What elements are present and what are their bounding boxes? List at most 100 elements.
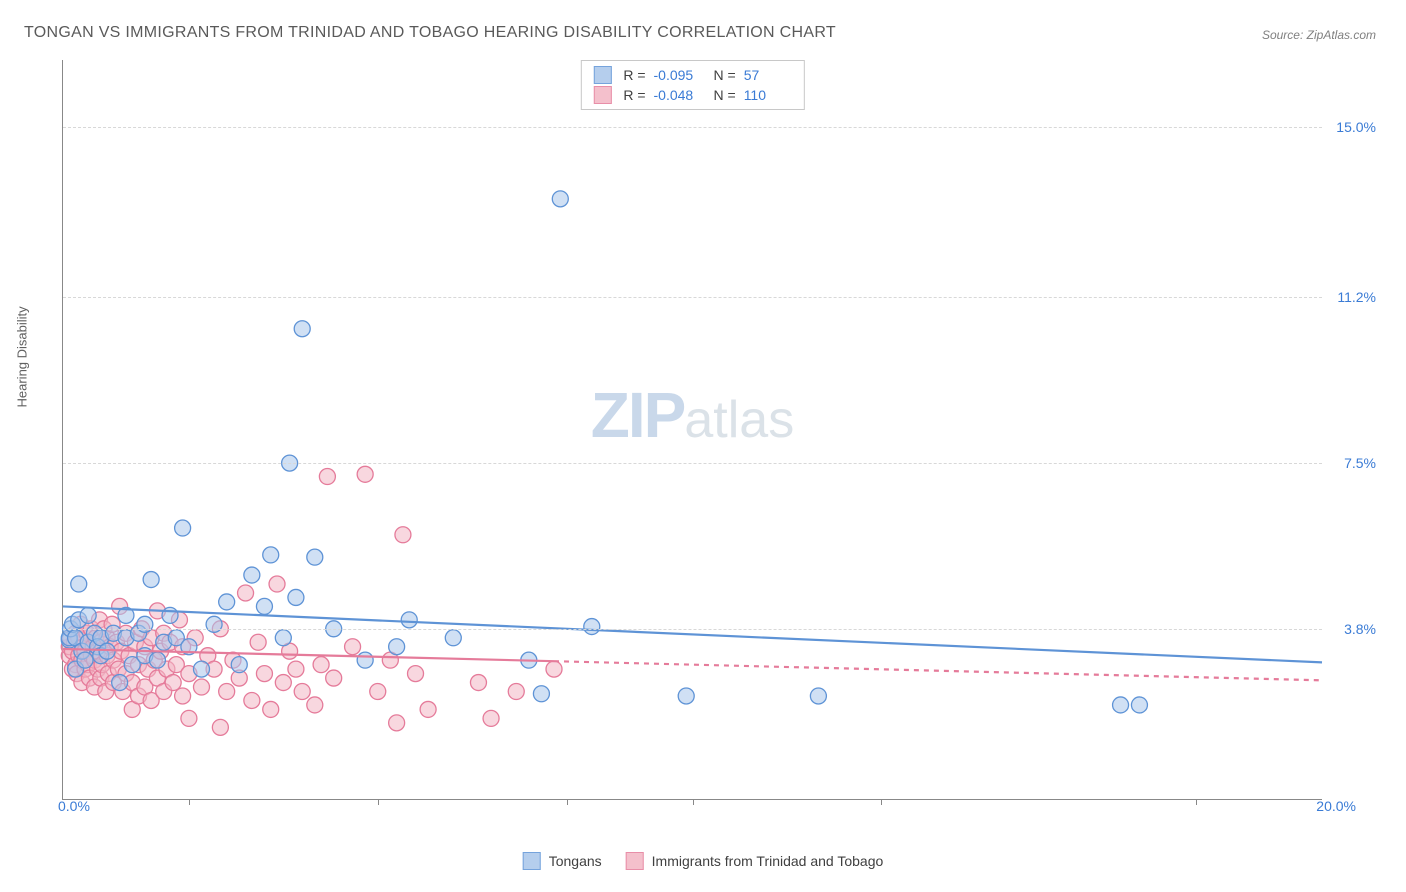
scatter-point bbox=[389, 715, 405, 731]
scatter-point bbox=[149, 652, 165, 668]
scatter-point bbox=[77, 652, 93, 668]
scatter-point bbox=[219, 684, 235, 700]
scatter-point bbox=[275, 630, 291, 646]
y-tick-label: 15.0% bbox=[1336, 119, 1376, 135]
legend-swatch-tongans bbox=[523, 852, 541, 870]
stats-legend: R = -0.095 N = 57 R = -0.048 N = 110 bbox=[580, 60, 804, 110]
scatter-point bbox=[294, 321, 310, 337]
y-axis-label: Hearing Disability bbox=[15, 306, 30, 407]
scatter-point bbox=[165, 675, 181, 691]
trend-line bbox=[554, 661, 1322, 680]
scatter-point bbox=[1131, 697, 1147, 713]
stats-row-trinidad: R = -0.048 N = 110 bbox=[593, 85, 791, 105]
scatter-svg bbox=[63, 60, 1322, 799]
scatter-point bbox=[231, 657, 247, 673]
n-label: N = bbox=[714, 67, 736, 83]
scatter-point bbox=[546, 661, 562, 677]
source-attribution: Source: ZipAtlas.com bbox=[1262, 28, 1376, 42]
scatter-point bbox=[294, 684, 310, 700]
scatter-point bbox=[288, 589, 304, 605]
x-tick bbox=[881, 799, 882, 805]
n-label-2: N = bbox=[714, 87, 736, 103]
x-min-label: 0.0% bbox=[58, 798, 90, 814]
scatter-point bbox=[193, 661, 209, 677]
scatter-point bbox=[395, 527, 411, 543]
scatter-point bbox=[357, 652, 373, 668]
gridline bbox=[63, 297, 1322, 298]
x-tick bbox=[189, 799, 190, 805]
scatter-point bbox=[112, 675, 128, 691]
scatter-point bbox=[256, 598, 272, 614]
scatter-point bbox=[307, 697, 323, 713]
chart-title: TONGAN VS IMMIGRANTS FROM TRINIDAD AND T… bbox=[24, 24, 836, 42]
scatter-point bbox=[483, 710, 499, 726]
scatter-point bbox=[584, 619, 600, 635]
swatch-trinidad bbox=[593, 86, 611, 104]
legend-label-trinidad: Immigrants from Trinidad and Tobago bbox=[652, 853, 884, 869]
scatter-point bbox=[269, 576, 285, 592]
scatter-point bbox=[288, 661, 304, 677]
scatter-point bbox=[71, 576, 87, 592]
scatter-point bbox=[678, 688, 694, 704]
scatter-point bbox=[162, 607, 178, 623]
scatter-point bbox=[275, 675, 291, 691]
scatter-point bbox=[401, 612, 417, 628]
scatter-point bbox=[250, 634, 266, 650]
bottom-legend: Tongans Immigrants from Trinidad and Tob… bbox=[523, 852, 884, 870]
scatter-point bbox=[175, 688, 191, 704]
scatter-point bbox=[244, 692, 260, 708]
chart-container: Hearing Disability ZIPatlas R = -0.095 N… bbox=[50, 60, 1380, 820]
legend-item-tongans: Tongans bbox=[523, 852, 602, 870]
swatch-tongans bbox=[593, 66, 611, 84]
scatter-point bbox=[357, 466, 373, 482]
scatter-point bbox=[256, 666, 272, 682]
scatter-point bbox=[263, 701, 279, 717]
gridline bbox=[63, 463, 1322, 464]
n-value-trinidad: 110 bbox=[744, 87, 792, 103]
scatter-point bbox=[143, 572, 159, 588]
scatter-point bbox=[810, 688, 826, 704]
x-tick bbox=[693, 799, 694, 805]
scatter-point bbox=[137, 616, 153, 632]
scatter-point bbox=[219, 594, 235, 610]
scatter-point bbox=[420, 701, 436, 717]
x-tick bbox=[1196, 799, 1197, 805]
legend-item-trinidad: Immigrants from Trinidad and Tobago bbox=[626, 852, 884, 870]
scatter-point bbox=[508, 684, 524, 700]
r-value-tongans: -0.095 bbox=[654, 67, 702, 83]
scatter-point bbox=[445, 630, 461, 646]
scatter-point bbox=[370, 684, 386, 700]
y-tick-label: 11.2% bbox=[1337, 289, 1376, 305]
scatter-point bbox=[1113, 697, 1129, 713]
plot-area: ZIPatlas R = -0.095 N = 57 R = -0.048 N … bbox=[62, 60, 1322, 800]
scatter-point bbox=[80, 607, 96, 623]
gridline bbox=[63, 127, 1322, 128]
scatter-point bbox=[307, 549, 323, 565]
scatter-point bbox=[470, 675, 486, 691]
scatter-point bbox=[206, 616, 222, 632]
stats-row-tongans: R = -0.095 N = 57 bbox=[593, 65, 791, 85]
y-tick-label: 3.8% bbox=[1344, 621, 1376, 637]
scatter-point bbox=[552, 191, 568, 207]
x-max-label: 20.0% bbox=[1316, 798, 1356, 814]
legend-label-tongans: Tongans bbox=[549, 853, 602, 869]
scatter-point bbox=[326, 670, 342, 686]
scatter-point bbox=[193, 679, 209, 695]
r-value-trinidad: -0.048 bbox=[654, 87, 702, 103]
scatter-point bbox=[319, 469, 335, 485]
scatter-point bbox=[238, 585, 254, 601]
r-label: R = bbox=[623, 67, 645, 83]
scatter-point bbox=[408, 666, 424, 682]
scatter-point bbox=[175, 520, 191, 536]
scatter-point bbox=[533, 686, 549, 702]
legend-swatch-trinidad bbox=[626, 852, 644, 870]
scatter-point bbox=[181, 710, 197, 726]
n-value-tongans: 57 bbox=[744, 67, 792, 83]
scatter-point bbox=[263, 547, 279, 563]
gridline bbox=[63, 629, 1322, 630]
x-tick bbox=[567, 799, 568, 805]
y-tick-label: 7.5% bbox=[1344, 455, 1376, 471]
r-label-2: R = bbox=[623, 87, 645, 103]
x-tick bbox=[378, 799, 379, 805]
scatter-point bbox=[345, 639, 361, 655]
